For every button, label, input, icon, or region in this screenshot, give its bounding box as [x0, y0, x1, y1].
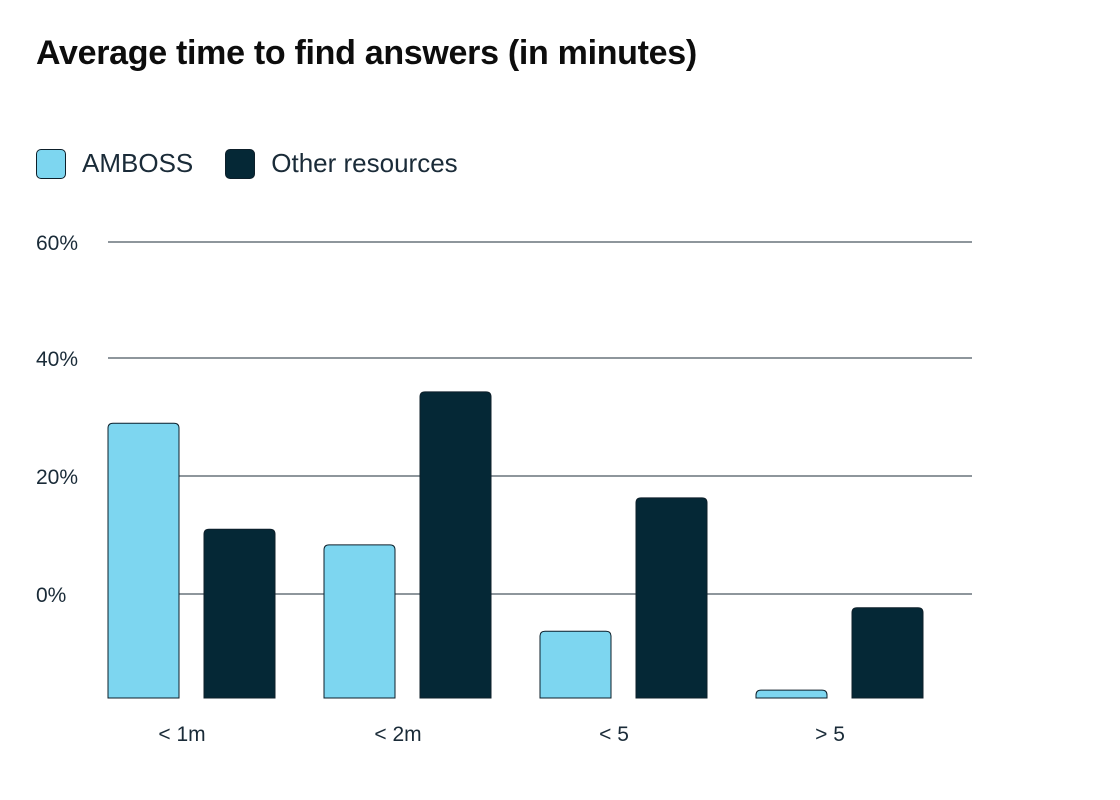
y-tick-label: 60% [36, 232, 78, 255]
bar-other-resources [203, 528, 276, 699]
bar-other-resources [851, 607, 924, 699]
legend-label-amboss: AMBOSS [82, 148, 194, 178]
y-tick-label: 20% [36, 466, 78, 489]
bar-amboss [539, 630, 612, 699]
chart-title: Average time to find answers (in minutes… [36, 34, 697, 72]
legend: AMBOSS Other resources [36, 148, 490, 179]
y-tick-label: 0% [36, 584, 66, 607]
legend-swatch-other-resources [225, 148, 256, 179]
x-tick-label: > 5 [815, 723, 845, 746]
legend-item-amboss: AMBOSS [36, 148, 193, 179]
x-tick-label: < 1m [158, 723, 205, 746]
y-tick-label: 40% [36, 348, 78, 371]
bar-other-resources [419, 391, 492, 699]
x-tick-label: < 5 [599, 723, 629, 746]
legend-label-other-resources: Other resources [271, 148, 458, 178]
x-tick-label: < 2m [374, 723, 421, 746]
bar-amboss [107, 422, 180, 699]
legend-item-other-resources: Other resources [225, 148, 458, 179]
legend-swatch-amboss [36, 148, 66, 179]
bar-other-resources [635, 497, 708, 699]
bar-amboss [755, 689, 828, 699]
bar-amboss [323, 544, 396, 699]
